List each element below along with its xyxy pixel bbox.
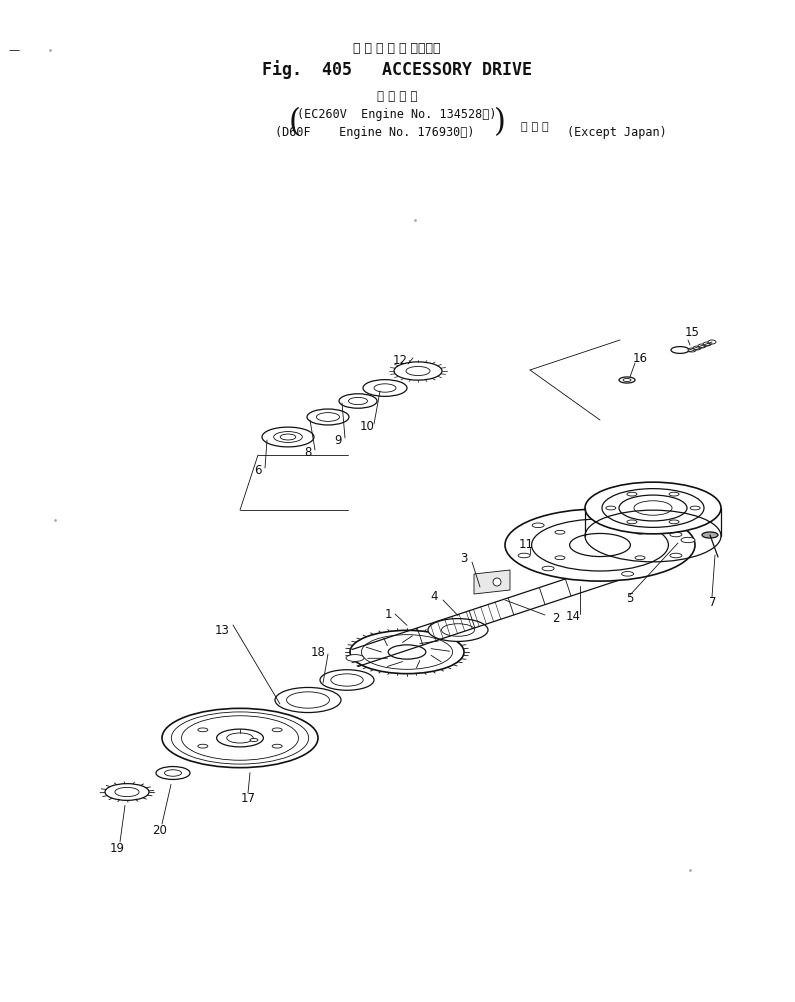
- Text: 9: 9: [334, 434, 342, 447]
- Ellipse shape: [708, 340, 716, 344]
- Ellipse shape: [619, 377, 635, 383]
- Ellipse shape: [627, 492, 637, 496]
- Ellipse shape: [198, 727, 207, 731]
- Ellipse shape: [394, 362, 442, 380]
- Ellipse shape: [532, 523, 544, 528]
- Text: 3: 3: [460, 551, 467, 564]
- Ellipse shape: [262, 427, 314, 447]
- Ellipse shape: [162, 708, 318, 768]
- Text: —: —: [8, 45, 19, 55]
- Ellipse shape: [698, 344, 706, 348]
- Text: 4: 4: [430, 589, 438, 602]
- Text: (: (: [289, 107, 301, 138]
- Ellipse shape: [671, 347, 689, 354]
- Ellipse shape: [172, 711, 308, 765]
- Ellipse shape: [703, 342, 711, 346]
- Text: 19: 19: [110, 842, 125, 855]
- Ellipse shape: [608, 512, 620, 517]
- Ellipse shape: [526, 559, 540, 565]
- Ellipse shape: [250, 738, 258, 741]
- Ellipse shape: [428, 618, 488, 641]
- Ellipse shape: [627, 520, 637, 524]
- Text: Fig.  405   ACCESSORY DRIVE: Fig. 405 ACCESSORY DRIVE: [262, 60, 532, 79]
- Text: 15: 15: [684, 327, 700, 340]
- Ellipse shape: [272, 744, 282, 748]
- Ellipse shape: [646, 519, 658, 524]
- Text: 6: 6: [254, 464, 262, 477]
- Ellipse shape: [670, 553, 682, 558]
- Ellipse shape: [198, 744, 207, 748]
- Text: 5: 5: [626, 591, 634, 604]
- Text: 12: 12: [393, 354, 408, 367]
- Ellipse shape: [339, 394, 377, 408]
- Ellipse shape: [307, 409, 349, 425]
- Ellipse shape: [275, 687, 341, 712]
- Text: 17: 17: [241, 792, 255, 805]
- Ellipse shape: [619, 495, 687, 521]
- Ellipse shape: [555, 556, 565, 560]
- Text: 20: 20: [153, 824, 168, 837]
- Ellipse shape: [585, 482, 721, 534]
- Ellipse shape: [272, 727, 282, 731]
- Ellipse shape: [105, 784, 149, 801]
- Text: (Except Japan): (Except Japan): [567, 126, 667, 139]
- Text: 8: 8: [304, 446, 312, 459]
- Ellipse shape: [505, 509, 695, 581]
- Text: ア ク セ サ リ ドライブ: ア ク セ サ リ ドライブ: [353, 42, 440, 55]
- Ellipse shape: [518, 553, 530, 558]
- Ellipse shape: [542, 566, 554, 571]
- Ellipse shape: [493, 578, 501, 586]
- Polygon shape: [474, 570, 510, 594]
- Ellipse shape: [156, 767, 190, 780]
- Text: 11: 11: [518, 538, 533, 551]
- Ellipse shape: [702, 532, 718, 538]
- Ellipse shape: [346, 654, 364, 661]
- Ellipse shape: [350, 630, 464, 673]
- Ellipse shape: [690, 506, 700, 510]
- Text: 16: 16: [633, 352, 647, 365]
- Text: 1: 1: [384, 607, 392, 620]
- Text: 14: 14: [565, 610, 580, 623]
- Text: 2: 2: [553, 611, 560, 624]
- Ellipse shape: [622, 571, 634, 576]
- Text: 海 外 向: 海 外 向: [522, 122, 549, 132]
- Text: (D60F    Engine No. 176930～): (D60F Engine No. 176930～): [275, 126, 475, 139]
- Text: 18: 18: [311, 646, 325, 659]
- Text: ): ): [494, 107, 506, 138]
- Text: 10: 10: [359, 420, 374, 433]
- Text: 13: 13: [215, 623, 230, 636]
- Ellipse shape: [635, 530, 645, 534]
- Ellipse shape: [320, 669, 374, 690]
- Ellipse shape: [555, 530, 565, 534]
- Ellipse shape: [635, 556, 645, 560]
- Ellipse shape: [670, 532, 682, 537]
- Ellipse shape: [569, 533, 630, 556]
- Ellipse shape: [606, 506, 616, 510]
- Text: 7: 7: [709, 595, 717, 608]
- Ellipse shape: [669, 520, 679, 524]
- Text: (EC260V  Engine No. 134528～): (EC260V Engine No. 134528～): [297, 108, 497, 121]
- Ellipse shape: [216, 729, 263, 746]
- Ellipse shape: [688, 348, 696, 352]
- Ellipse shape: [681, 537, 695, 543]
- Ellipse shape: [115, 788, 139, 797]
- Ellipse shape: [669, 492, 679, 496]
- Ellipse shape: [693, 346, 701, 350]
- Ellipse shape: [388, 645, 426, 659]
- Text: 通 用 号 機: 通 用 号 機: [377, 90, 417, 103]
- Ellipse shape: [363, 380, 407, 397]
